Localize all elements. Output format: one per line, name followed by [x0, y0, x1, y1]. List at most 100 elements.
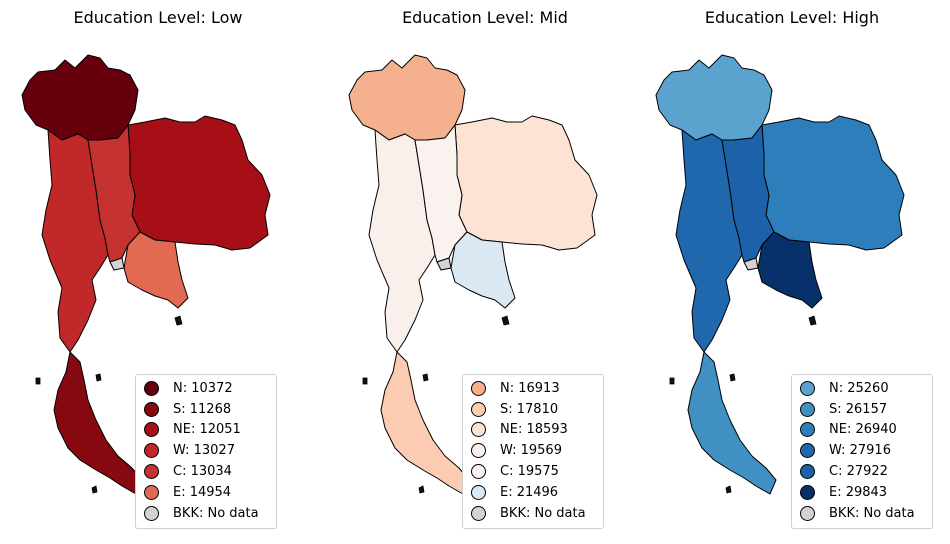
panel-title: Education Level: Low	[73, 8, 243, 27]
map-legend: N: 25260 S: 26157 NE: 26940 W: 27916 C: …	[791, 374, 933, 529]
legend-swatch	[471, 422, 486, 438]
legend-swatch	[800, 464, 815, 480]
legend-swatch	[471, 484, 486, 500]
legend-swatch	[800, 401, 815, 417]
legend-item-n: N: 10372	[144, 378, 268, 399]
legend-label: C: 19575	[500, 464, 559, 480]
legend-item-ne: NE: 18593	[471, 420, 595, 441]
legend-swatch	[800, 422, 815, 438]
thailand-map	[21, 54, 271, 495]
legend-label: NE: 26940	[829, 422, 897, 438]
region-n	[348, 54, 466, 141]
legend-swatch	[144, 484, 159, 500]
legend-swatch	[800, 380, 815, 396]
legend-item-w: W: 19569	[471, 440, 595, 461]
legend-label: N: 16913	[500, 380, 560, 396]
legend-label: BKK: No data	[829, 505, 915, 521]
region-bkk	[436, 257, 452, 271]
map-panel-high: Education Level: High N: 25260 S: 26157 …	[634, 0, 950, 544]
map-panel-low: Education Level: Low N: 10372 S: 11268 N…	[0, 0, 316, 544]
thailand-map	[348, 54, 598, 495]
legend-swatch	[471, 380, 486, 396]
map-legend: N: 16913 S: 17810 NE: 18593 W: 19569 C: …	[462, 374, 604, 529]
legend-label: N: 25260	[829, 380, 889, 396]
region-s	[687, 351, 777, 495]
legend-swatch	[471, 505, 486, 521]
map-legend: N: 10372 S: 11268 NE: 12051 W: 13027 C: …	[135, 374, 277, 529]
legend-label: S: 17810	[500, 401, 559, 417]
legend-item-w: W: 27916	[800, 440, 924, 461]
legend-label: BKK: No data	[500, 505, 586, 521]
legend-item-s: S: 11268	[144, 399, 268, 420]
island-0	[501, 315, 510, 326]
legend-item-n: N: 16913	[471, 378, 595, 399]
legend-item-s: S: 17810	[471, 399, 595, 420]
legend-label: S: 26157	[829, 401, 888, 417]
region-e	[450, 231, 516, 309]
legend-swatch	[471, 464, 486, 480]
region-bkk	[109, 257, 125, 271]
legend-swatch	[471, 443, 486, 459]
legend-label: E: 29843	[829, 484, 888, 500]
legend-item-e: E: 14954	[144, 482, 268, 503]
panel-title: Education Level: High	[704, 8, 880, 27]
island-1	[362, 377, 368, 385]
region-ne	[454, 115, 598, 251]
region-e	[757, 231, 823, 309]
legend-label: NE: 18593	[500, 422, 568, 438]
island-2	[95, 373, 102, 382]
island-3	[725, 485, 732, 494]
legend-label: W: 27916	[829, 443, 891, 459]
panel-title: Education Level: Mid	[402, 8, 568, 27]
legend-label: S: 11268	[173, 401, 232, 417]
legend-swatch	[144, 380, 159, 396]
legend-item-s: S: 26157	[800, 399, 924, 420]
legend-swatch	[144, 401, 159, 417]
legend-label: BKK: No data	[173, 505, 259, 521]
legend-item-c: C: 13034	[144, 461, 268, 482]
thailand-map	[655, 54, 905, 495]
region-s	[380, 351, 470, 495]
region-ne	[127, 115, 271, 251]
region-n	[655, 54, 773, 141]
island-3	[91, 485, 98, 494]
legend-item-bkk: BKK: No data	[471, 503, 595, 524]
legend-item-e: E: 29843	[800, 482, 924, 503]
map-panel-mid: Education Level: Mid N: 16913 S: 17810 N…	[327, 0, 643, 544]
legend-item-w: W: 13027	[144, 440, 268, 461]
legend-item-c: C: 27922	[800, 461, 924, 482]
legend-item-ne: NE: 26940	[800, 420, 924, 441]
legend-label: NE: 12051	[173, 422, 241, 438]
island-0	[174, 315, 183, 326]
legend-label: N: 10372	[173, 380, 233, 396]
legend-label: W: 19569	[500, 443, 562, 459]
legend-label: E: 14954	[173, 484, 232, 500]
region-s	[53, 351, 143, 495]
legend-swatch	[144, 464, 159, 480]
legend-swatch	[144, 505, 159, 521]
region-ne	[761, 115, 905, 251]
island-1	[35, 377, 41, 385]
legend-item-bkk: BKK: No data	[800, 503, 924, 524]
legend-item-ne: NE: 12051	[144, 420, 268, 441]
legend-swatch	[144, 422, 159, 438]
island-0	[808, 315, 817, 326]
legend-swatch	[800, 443, 815, 459]
legend-swatch	[144, 443, 159, 459]
region-bkk	[743, 257, 759, 271]
legend-item-c: C: 19575	[471, 461, 595, 482]
island-1	[669, 377, 675, 385]
legend-label: C: 13034	[173, 464, 232, 480]
island-3	[418, 485, 425, 494]
legend-swatch	[471, 401, 486, 417]
island-2	[422, 373, 429, 382]
legend-label: E: 21496	[500, 484, 559, 500]
legend-item-e: E: 21496	[471, 482, 595, 503]
legend-item-bkk: BKK: No data	[144, 503, 268, 524]
island-2	[729, 373, 736, 382]
region-e	[123, 231, 189, 309]
legend-label: W: 13027	[173, 443, 235, 459]
legend-swatch	[800, 505, 815, 521]
legend-label: C: 27922	[829, 464, 888, 480]
legend-item-n: N: 25260	[800, 378, 924, 399]
